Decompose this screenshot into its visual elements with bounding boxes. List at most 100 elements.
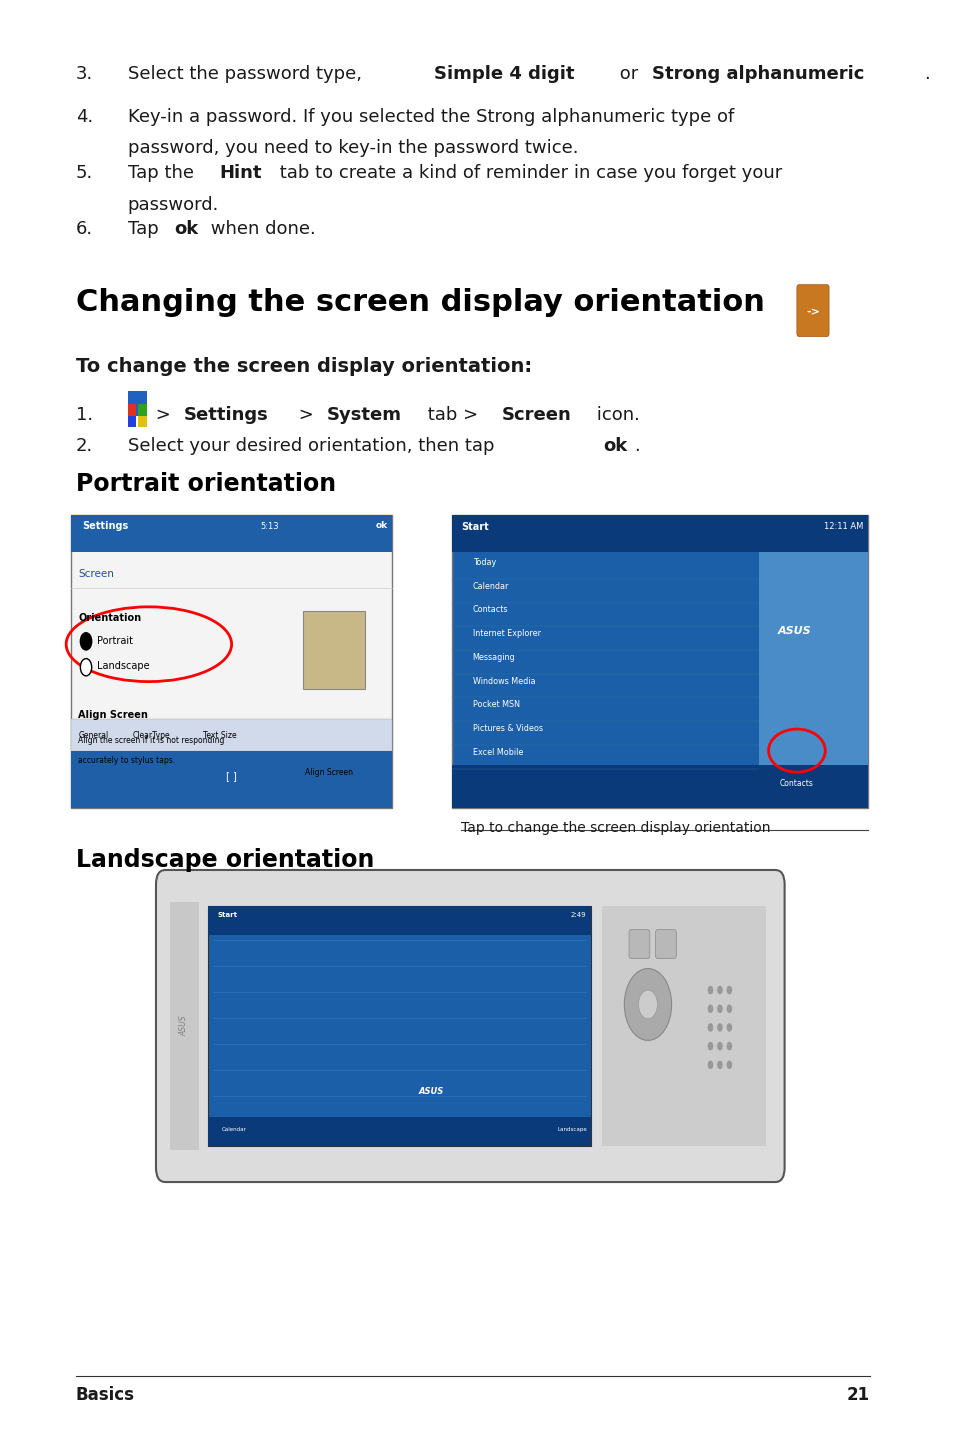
Text: 12:11 AM: 12:11 AM (822, 522, 862, 531)
Text: [ ]: [ ] (226, 771, 236, 781)
Circle shape (717, 1041, 722, 1050)
FancyBboxPatch shape (601, 906, 765, 1146)
Text: 1.: 1. (75, 406, 92, 424)
Text: or: or (613, 65, 643, 83)
Text: ->: -> (805, 308, 819, 318)
Circle shape (707, 1024, 713, 1032)
Text: .: . (634, 437, 639, 456)
Text: Landscape: Landscape (97, 661, 150, 672)
Text: Today: Today (472, 558, 496, 567)
Text: when done.: when done. (205, 220, 315, 239)
Circle shape (717, 1024, 722, 1032)
Text: Portrait: Portrait (97, 636, 133, 646)
Text: 3.: 3. (75, 65, 92, 83)
Text: Start: Start (217, 912, 237, 917)
Text: Pocket MSN: Pocket MSN (472, 700, 519, 709)
Text: ok: ok (603, 437, 627, 456)
Text: Messaging: Messaging (472, 653, 515, 661)
Text: Key-in a password. If you selected the Strong alphanumeric type of: Key-in a password. If you selected the S… (128, 108, 733, 127)
Text: Internet Explorer: Internet Explorer (472, 630, 540, 638)
Text: Text Size: Text Size (203, 731, 236, 739)
Circle shape (717, 1004, 722, 1012)
Text: tab >: tab > (422, 406, 484, 424)
Text: Screen: Screen (78, 569, 114, 580)
Text: Orientation: Orientation (78, 613, 141, 623)
Text: Contacts: Contacts (472, 605, 508, 614)
FancyBboxPatch shape (138, 416, 147, 427)
Circle shape (726, 1061, 732, 1070)
Text: password, you need to key-in the password twice.: password, you need to key-in the passwor… (128, 139, 578, 158)
Text: 5:13: 5:13 (259, 522, 278, 531)
Text: Excel Mobile: Excel Mobile (472, 748, 522, 756)
Text: Landscape orientation: Landscape orientation (75, 848, 374, 873)
Text: accurately to stylus taps.: accurately to stylus taps. (78, 756, 175, 765)
Circle shape (80, 659, 91, 676)
Circle shape (707, 1061, 713, 1070)
Text: Start: Start (461, 522, 489, 532)
FancyBboxPatch shape (302, 611, 364, 689)
Text: Align Screen: Align Screen (78, 710, 148, 720)
FancyBboxPatch shape (128, 391, 147, 416)
Text: Align Screen: Align Screen (305, 768, 353, 777)
FancyBboxPatch shape (208, 906, 590, 935)
FancyBboxPatch shape (71, 751, 392, 808)
FancyBboxPatch shape (452, 765, 867, 808)
Text: Tap: Tap (128, 220, 164, 239)
FancyBboxPatch shape (155, 870, 783, 1182)
Text: Settings: Settings (184, 406, 269, 424)
Text: Align the screen if it is not responding: Align the screen if it is not responding (78, 736, 225, 745)
Circle shape (80, 633, 91, 650)
Circle shape (707, 1004, 713, 1012)
FancyBboxPatch shape (452, 515, 867, 808)
FancyBboxPatch shape (452, 515, 867, 552)
Text: ok: ok (375, 521, 387, 529)
Text: Select the password type,: Select the password type, (128, 65, 367, 83)
Text: ClearType: ClearType (132, 731, 170, 739)
Circle shape (717, 986, 722, 995)
FancyBboxPatch shape (628, 930, 649, 958)
Text: ASUS: ASUS (418, 1087, 443, 1096)
Text: Contacts: Contacts (780, 779, 813, 788)
Text: System: System (326, 406, 401, 424)
Text: Screen: Screen (501, 406, 571, 424)
Circle shape (717, 1061, 722, 1070)
Text: Windows Media: Windows Media (472, 677, 535, 686)
Circle shape (707, 1041, 713, 1050)
FancyBboxPatch shape (208, 906, 590, 1146)
Text: Tap the: Tap the (128, 164, 199, 183)
Text: Simple 4 digit: Simple 4 digit (434, 65, 574, 83)
Text: .: . (923, 65, 928, 83)
Text: Landscape: Landscape (558, 1127, 587, 1132)
Text: password.: password. (128, 196, 219, 214)
FancyBboxPatch shape (170, 902, 198, 1150)
Text: 5.: 5. (75, 164, 92, 183)
Text: ASUS: ASUS (180, 1015, 189, 1037)
Text: Basics: Basics (75, 1386, 134, 1405)
Text: tab to create a kind of reminder in case you forget your: tab to create a kind of reminder in case… (274, 164, 781, 183)
FancyBboxPatch shape (138, 404, 147, 416)
FancyBboxPatch shape (759, 552, 867, 765)
Text: Calendar: Calendar (472, 581, 509, 591)
Circle shape (726, 1024, 732, 1032)
Text: To change the screen display orientation:: To change the screen display orientation… (75, 357, 531, 375)
Text: Hint: Hint (219, 164, 261, 183)
FancyBboxPatch shape (796, 285, 828, 336)
Text: >: > (293, 406, 318, 424)
Text: Calendar: Calendar (222, 1127, 247, 1132)
Circle shape (726, 1004, 732, 1012)
Text: Pictures & Videos: Pictures & Videos (472, 725, 542, 733)
Text: >: > (151, 406, 176, 424)
Text: ok: ok (174, 220, 198, 239)
Circle shape (707, 986, 713, 995)
Text: Settings: Settings (82, 521, 129, 531)
Text: General: General (78, 731, 109, 739)
Text: Portrait orientation: Portrait orientation (75, 472, 335, 496)
FancyBboxPatch shape (655, 930, 676, 958)
Text: 4.: 4. (75, 108, 92, 127)
FancyBboxPatch shape (71, 515, 392, 808)
Text: 21: 21 (845, 1386, 869, 1405)
Text: ASUS: ASUS (778, 626, 811, 636)
FancyBboxPatch shape (71, 515, 392, 552)
Text: 2:49: 2:49 (570, 912, 585, 917)
Text: 2.: 2. (75, 437, 92, 456)
